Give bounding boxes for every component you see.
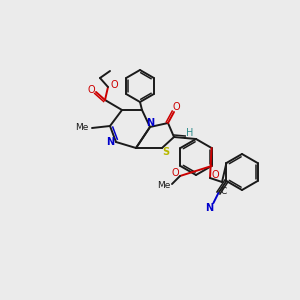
Text: Me: Me bbox=[75, 124, 89, 133]
Text: Me: Me bbox=[157, 182, 171, 190]
Text: O: O bbox=[211, 170, 219, 180]
Text: C: C bbox=[220, 187, 226, 196]
Text: O: O bbox=[87, 85, 95, 95]
Text: H: H bbox=[186, 128, 194, 138]
Text: N: N bbox=[106, 137, 114, 147]
Text: O: O bbox=[110, 80, 118, 90]
Text: N: N bbox=[146, 118, 154, 128]
Text: O: O bbox=[171, 168, 179, 178]
Text: S: S bbox=[162, 147, 169, 157]
Text: O: O bbox=[172, 102, 180, 112]
Text: N: N bbox=[205, 203, 214, 213]
